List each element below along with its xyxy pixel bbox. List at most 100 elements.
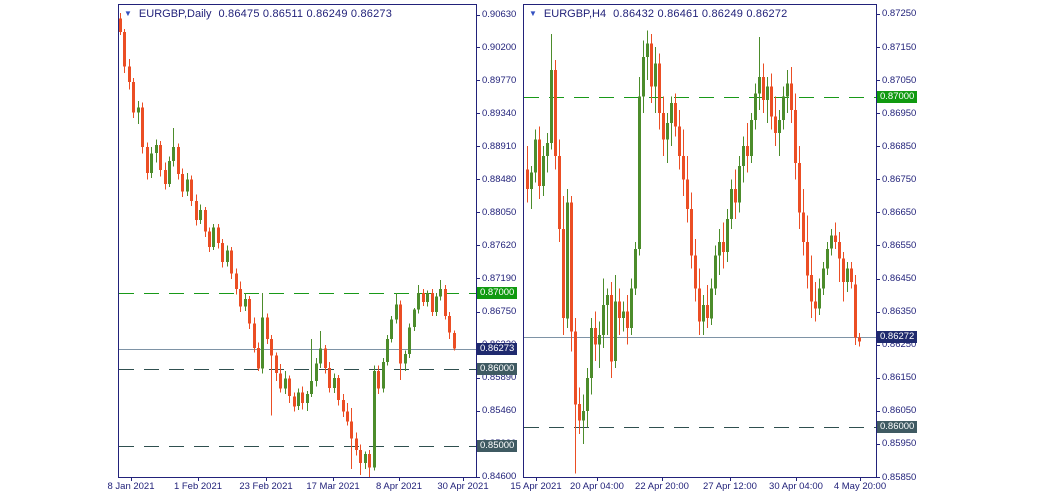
candle-body — [602, 305, 605, 335]
candle-body — [678, 126, 681, 157]
candle-body — [830, 235, 833, 249]
candle-body — [444, 289, 447, 316]
time-tick-mark — [399, 478, 400, 481]
price-tick-mark — [476, 80, 480, 81]
candle-body — [123, 32, 126, 67]
candle-body — [248, 298, 251, 324]
candle-body — [794, 109, 797, 163]
time-axis-label: 20 Apr 04:00 — [570, 481, 624, 492]
price-axis-label: 0.87620 — [482, 240, 517, 251]
candle-body — [642, 56, 645, 97]
candle-body — [614, 301, 617, 362]
time-axis-label: 22 Apr 20:00 — [635, 481, 689, 492]
candle-body — [594, 328, 597, 345]
candle-body — [822, 268, 825, 289]
candle-body — [172, 147, 175, 161]
symbol-dropdown-icon[interactable]: ▼ — [529, 9, 537, 18]
candle-body — [826, 248, 829, 269]
price-tick-mark — [476, 146, 480, 147]
time-tick-mark — [131, 478, 132, 481]
candle-body — [578, 404, 581, 421]
time-tick-mark — [860, 478, 861, 481]
candle-body — [638, 96, 641, 249]
candle-body — [261, 317, 264, 369]
candlestick-plot-h4[interactable] — [524, 5, 876, 477]
price-level-badge: 0.86272 — [877, 331, 918, 343]
time-axis-label: 1 Feb 2021 — [173, 481, 223, 492]
candle-body — [146, 147, 149, 174]
price-axis-label: 0.85950 — [882, 438, 917, 449]
candle-body — [738, 166, 741, 203]
price-axis-label: 0.86750 — [882, 174, 917, 185]
candle-body — [854, 284, 857, 338]
price-axis-label: 0.86550 — [882, 240, 917, 251]
price-axis-label: 0.86050 — [882, 405, 917, 416]
candle-body — [364, 453, 367, 463]
candle-body — [310, 380, 313, 394]
candle-body — [698, 288, 701, 322]
candle-body — [718, 242, 721, 256]
candle-body — [554, 70, 557, 157]
candle-body — [270, 338, 273, 356]
candle-body — [858, 337, 861, 342]
time-axis-label: 27 Apr 12:00 — [703, 481, 757, 492]
candle-body — [355, 438, 358, 450]
candle-body — [590, 328, 593, 378]
time-axis-label: 30 Apr 04:00 — [769, 481, 823, 492]
candle-body — [413, 309, 416, 328]
candle-body — [119, 18, 122, 33]
candle-body — [217, 227, 220, 243]
price-tick-mark — [476, 312, 480, 313]
price-axis-label: 0.87250 — [882, 8, 917, 19]
price-tick-mark — [876, 245, 880, 246]
chart-panel-eurgbp-h4[interactable]: ▼ EURGBP,H4 0.86432 0.86461 0.86249 0.86… — [510, 4, 921, 496]
candle-body — [850, 268, 853, 282]
price-axis-label: 0.88050 — [482, 207, 517, 218]
candle-body — [778, 119, 781, 133]
symbol-dropdown-icon[interactable]: ▼ — [124, 9, 132, 18]
candle-body — [622, 311, 625, 319]
candlestick-plot-daily[interactable] — [119, 5, 476, 477]
price-axis-label: 0.85850 — [882, 472, 917, 483]
price-axis-label: 0.85890 — [482, 372, 517, 383]
price-axis-daily: 0.90630 0.90200 0.89770 0.89340 0.88910 0.884… — [476, 4, 520, 482]
time-tick-mark — [536, 478, 537, 481]
price-axis-label: 0.86850 — [882, 141, 917, 152]
candle-body — [230, 250, 233, 274]
time-tick-mark — [198, 478, 199, 481]
candle-body — [734, 189, 737, 203]
plot-area-daily[interactable]: ▼ EURGBP,Daily 0.86475 0.86511 0.86249 0… — [118, 4, 477, 478]
candle-body — [722, 242, 725, 253]
candle-body — [810, 275, 813, 302]
price-tick-mark — [476, 47, 480, 48]
candle-body — [570, 202, 573, 332]
candle-body — [566, 202, 569, 319]
candle-body — [284, 378, 287, 389]
candle-body — [426, 292, 429, 302]
price-axis-label: 0.85460 — [482, 405, 517, 416]
candle-body — [526, 169, 529, 190]
candle-body — [634, 248, 637, 289]
candle-body — [328, 367, 331, 388]
candle-body — [682, 156, 685, 180]
price-tick-mark — [876, 279, 880, 280]
price-axis-label: 0.86750 — [482, 306, 517, 317]
candle-body — [814, 301, 817, 309]
price-axis-label: 0.89770 — [482, 75, 517, 86]
time-axis-label: 23 Feb 2021 — [239, 481, 293, 492]
price-tick-mark — [876, 477, 880, 478]
price-axis-label: 0.88480 — [482, 174, 517, 185]
price-tick-mark — [476, 278, 480, 279]
chart-panel-eurgbp-daily[interactable]: ▼ EURGBP,Daily 0.86475 0.86511 0.86249 0… — [107, 4, 521, 496]
candle-body — [342, 400, 345, 412]
candle-body — [690, 209, 693, 256]
candle-body — [186, 179, 189, 192]
price-tick-mark — [476, 411, 480, 412]
candle-body — [834, 235, 837, 243]
candle-body — [181, 174, 184, 192]
plot-area-h4[interactable]: ▼ EURGBP,H4 0.86432 0.86461 0.86249 0.86… — [523, 4, 877, 478]
price-axis-label: 0.86950 — [882, 108, 917, 119]
candle-body — [159, 144, 162, 171]
candle-body — [244, 298, 247, 307]
